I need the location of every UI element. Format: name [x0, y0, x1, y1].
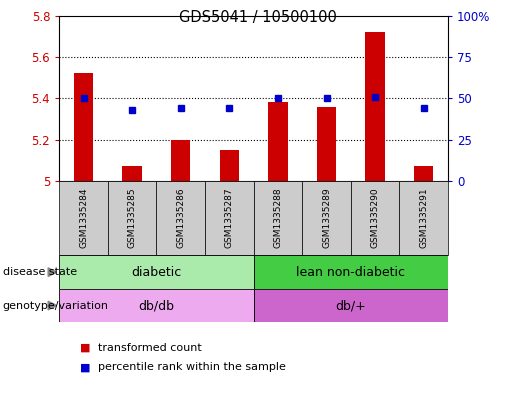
Text: transformed count: transformed count — [98, 343, 201, 353]
Text: GSM1335290: GSM1335290 — [371, 188, 380, 248]
Text: percentile rank within the sample: percentile rank within the sample — [98, 362, 286, 373]
Bar — [171, 140, 191, 181]
Text: ■: ■ — [80, 343, 94, 353]
Text: GSM1335291: GSM1335291 — [419, 188, 428, 248]
Text: ■: ■ — [80, 362, 94, 373]
Text: db/+: db/+ — [335, 299, 366, 312]
Bar — [414, 166, 434, 181]
Text: GSM1335284: GSM1335284 — [79, 188, 88, 248]
Text: GSM1335289: GSM1335289 — [322, 188, 331, 248]
Text: genotype/variation: genotype/variation — [3, 301, 109, 310]
Bar — [351, 181, 400, 255]
Bar — [108, 181, 157, 255]
Bar — [317, 107, 336, 181]
Bar — [157, 181, 205, 255]
Text: GDS5041 / 10500100: GDS5041 / 10500100 — [179, 10, 336, 25]
Polygon shape — [48, 301, 57, 310]
Bar — [59, 255, 253, 289]
Bar — [268, 102, 288, 181]
Polygon shape — [48, 268, 57, 277]
Bar — [253, 181, 302, 255]
Bar — [302, 181, 351, 255]
Text: disease state: disease state — [3, 267, 77, 277]
Bar — [400, 181, 448, 255]
Bar — [205, 181, 253, 255]
Bar — [123, 166, 142, 181]
Text: GSM1335287: GSM1335287 — [225, 188, 234, 248]
Text: GSM1335286: GSM1335286 — [176, 188, 185, 248]
Bar — [59, 181, 108, 255]
Text: GSM1335288: GSM1335288 — [273, 188, 282, 248]
Text: diabetic: diabetic — [131, 266, 182, 279]
Bar — [253, 289, 448, 322]
Text: GSM1335285: GSM1335285 — [128, 188, 136, 248]
Text: db/db: db/db — [139, 299, 175, 312]
Bar — [366, 32, 385, 181]
Bar — [59, 289, 253, 322]
Bar — [219, 150, 239, 181]
Text: lean non-diabetic: lean non-diabetic — [296, 266, 405, 279]
Bar — [253, 255, 448, 289]
Bar — [74, 73, 93, 181]
